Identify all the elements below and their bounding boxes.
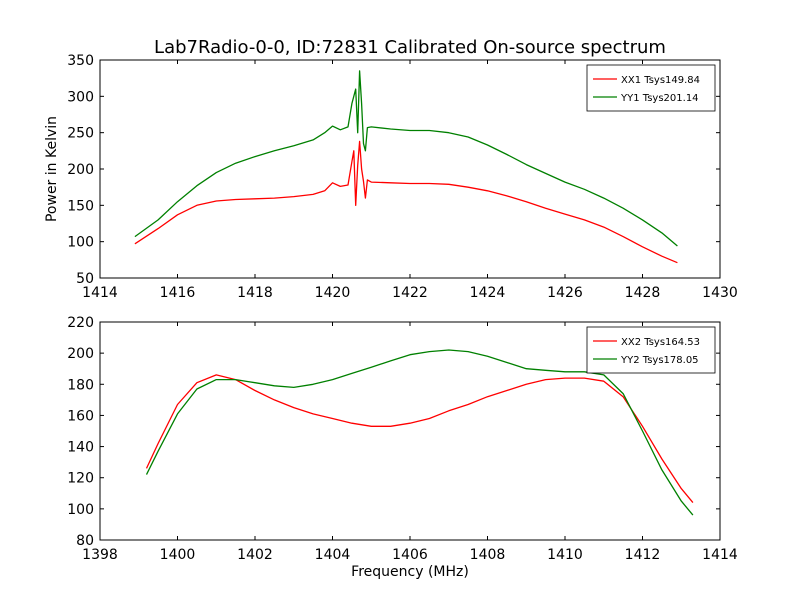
legend-box (586, 64, 716, 112)
x-tick-label: 1430 (702, 285, 738, 301)
y-tick-label: 100 (67, 235, 94, 251)
legend-entry: XX2 Tsys164.53 (621, 337, 700, 348)
y-tick-label: 80 (76, 533, 94, 549)
legend-entry: XX1 Tsys149.84 (621, 75, 700, 86)
series-line-2-2 (145, 349, 694, 516)
y-tick-label: 100 (67, 502, 94, 518)
x-tick-label: 1404 (315, 547, 351, 563)
x-tick-label: 1418 (237, 285, 273, 301)
series-line-1-2 (134, 70, 678, 247)
legend: XX1 Tsys149.84 YY1 Tsys201.14 (586, 64, 716, 112)
x-tick-label: 1426 (547, 285, 583, 301)
x-tick-label: 1406 (392, 547, 428, 563)
y-tick-label: 160 (67, 408, 94, 424)
y-tick-label: 140 (67, 440, 94, 456)
y-tick-label: 220 (67, 315, 94, 331)
chart-panels: 1414 1416 1418 1420 1422 1424 1426 1428 1430 50 10… (44, 53, 738, 580)
x-tick-label: 1408 (470, 547, 506, 563)
x-tick-label: 1412 (625, 547, 661, 563)
chart-panel-2: 1398 1400 1402 1404 1406 1408 1410 1412 1414 80 10… (67, 315, 738, 580)
x-tick-label: 1424 (470, 285, 506, 301)
y-tick-label: 300 (67, 89, 94, 105)
x-tick-label: 1420 (315, 285, 351, 301)
y-tick-label: 150 (67, 198, 94, 214)
x-tick-label: 1428 (625, 285, 661, 301)
x-tick-label: 1422 (392, 285, 428, 301)
x-tick-label: 1402 (237, 547, 273, 563)
y-tick-label: 50 (76, 271, 94, 287)
x-tick-label: 1400 (160, 547, 196, 563)
legend: XX2 Tsys164.53 YY2 Tsys178.05 (586, 326, 716, 374)
series-line-2-1 (145, 374, 694, 504)
y-tick-label: 200 (67, 162, 94, 178)
y-tick-label: 180 (67, 377, 94, 393)
x-tick-label: 1398 (82, 547, 118, 563)
x-axis-label: Frequency (MHz) (351, 564, 469, 580)
x-tick-label: 1414 (82, 285, 118, 301)
y-tick-label: 120 (67, 471, 94, 487)
figure-title: Lab7Radio-0-0, ID:72831 Calibrated On-so… (154, 37, 666, 58)
series-line-1-1 (134, 140, 678, 264)
legend-entry: YY1 Tsys201.14 (620, 93, 699, 104)
y-tick-label: 200 (67, 346, 94, 362)
x-tick-label: 1416 (160, 285, 196, 301)
y-axis-label: Power in Kelvin (44, 116, 60, 222)
y-tick-label: 350 (67, 53, 94, 69)
x-tick-label: 1410 (547, 547, 583, 563)
legend-entry: YY2 Tsys178.05 (620, 355, 699, 366)
y-tick-label: 250 (67, 126, 94, 142)
legend-box (586, 326, 716, 374)
chart-panel-1: 1414 1416 1418 1420 1422 1424 1426 1428 1430 50 10… (44, 53, 738, 301)
x-tick-label: 1414 (702, 547, 738, 563)
